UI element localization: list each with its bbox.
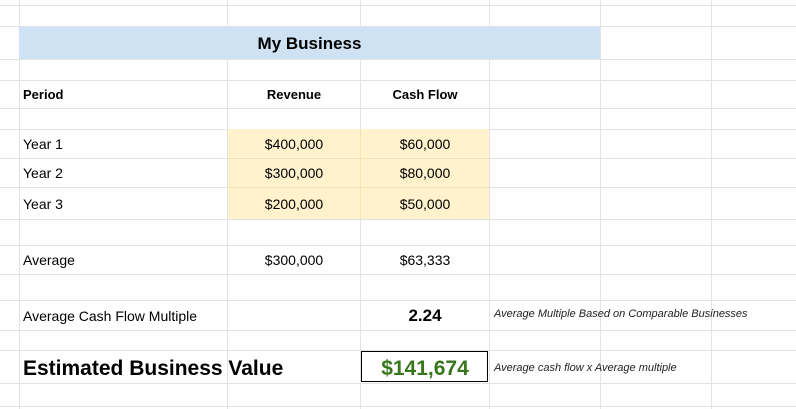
gridline xyxy=(0,274,796,275)
input-block-divider xyxy=(228,158,489,159)
revenue-cell[interactable]: $400,000 xyxy=(264,136,324,152)
estimated-value-cell[interactable] xyxy=(361,351,488,382)
gridline xyxy=(0,26,796,27)
cash-flow-cell[interactable]: $80,000 xyxy=(399,165,451,181)
gridline xyxy=(489,0,490,409)
gridline xyxy=(0,245,796,246)
period-cell[interactable]: Year 2 xyxy=(23,165,63,181)
revenue-cell[interactable]: $300,000 xyxy=(264,165,324,181)
average-revenue-cell[interactable]: $300,000 xyxy=(264,252,324,268)
multiple-note[interactable]: Average Multiple Based on Comparable Bus… xyxy=(494,308,748,320)
gridline xyxy=(0,330,796,331)
gridline xyxy=(600,0,601,409)
gridline xyxy=(0,300,796,301)
header-revenue[interactable]: Revenue xyxy=(266,87,322,102)
period-cell[interactable]: Year 1 xyxy=(23,136,63,152)
gridline xyxy=(711,0,712,409)
input-cell-block[interactable] xyxy=(228,129,489,219)
input-block-divider xyxy=(360,129,361,219)
cash-flow-cell[interactable]: $60,000 xyxy=(399,136,451,152)
gridline xyxy=(0,59,796,60)
input-block-divider xyxy=(228,187,489,188)
header-period[interactable]: Period xyxy=(23,87,64,102)
multiple-value-cell[interactable]: 2.24 xyxy=(408,306,442,325)
gridline xyxy=(0,80,796,81)
cash-flow-cell[interactable]: $50,000 xyxy=(399,196,451,212)
gridline xyxy=(0,350,796,351)
average-cash-flow-cell[interactable]: $63,333 xyxy=(399,252,451,268)
gridline xyxy=(0,406,796,407)
sheet-title[interactable]: My Business xyxy=(257,34,362,53)
estimated-value: $141,674 xyxy=(381,357,469,380)
gridline xyxy=(0,5,796,6)
gridline xyxy=(0,219,796,220)
gridline xyxy=(19,0,20,409)
average-label[interactable]: Average xyxy=(23,252,75,268)
title-band[interactable] xyxy=(19,27,600,59)
gridline xyxy=(227,0,228,409)
multiple-label[interactable]: Average Cash Flow Multiple xyxy=(23,308,198,324)
gridline xyxy=(0,383,796,384)
estimated-value-label[interactable]: Estimated Business Value xyxy=(23,357,284,380)
gridline xyxy=(0,108,796,109)
estimate-note[interactable]: Average cash flow x Average multiple xyxy=(494,362,677,374)
revenue-cell[interactable]: $200,000 xyxy=(264,196,324,212)
period-cell[interactable]: Year 3 xyxy=(23,196,63,212)
header-cash-flow[interactable]: Cash Flow xyxy=(392,87,458,102)
